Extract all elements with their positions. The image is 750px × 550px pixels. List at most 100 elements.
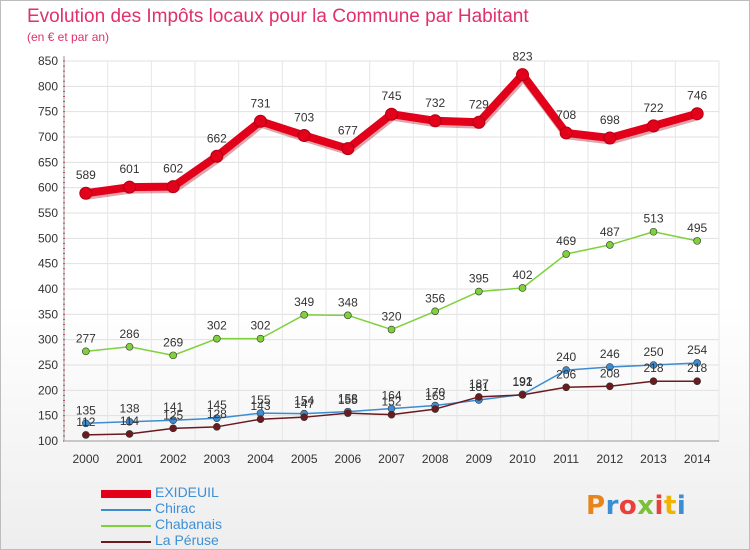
data-label-exideuil: 662 [207,131,227,145]
logo-letter: t [663,491,677,521]
data-point-la-peruse [125,430,134,438]
data-point-chirac [649,361,658,369]
y-tick-label: 100 [38,434,58,448]
data-label-chirac: 170 [425,386,445,400]
data-label-chabanais: 277 [76,331,96,345]
x-tick-label: 2007 [378,452,405,466]
data-point-chabanais [649,227,658,236]
data-point-chabanais [606,241,614,249]
data-point-la-peruse [562,383,570,392]
data-point-exideuil [341,142,355,156]
chart-title: Evolution des Impôts locaux pour la Comm… [27,6,529,27]
x-tick-label: 2004 [247,452,274,466]
data-point-exideuil [123,180,136,194]
legend-label-la-peruse: La Péruse [155,532,219,548]
data-label-la-peruse: 147 [294,397,314,411]
data-label-chirac: 141 [163,400,183,414]
data-label-exideuil: 745 [381,89,401,103]
legend-swatch-exideuil [101,490,151,498]
y-tick-label: 450 [38,257,58,271]
x-tick-label: 2010 [509,452,536,466]
x-tick-label: 2012 [596,452,623,466]
legend-item-exideuil: EXIDEUIL [101,484,281,501]
data-label-chabanais: 348 [338,295,358,309]
x-tick-label: 2014 [684,452,711,466]
data-point-la-peruse [256,415,265,424]
legend-item-chabanais: Chabanais [101,516,281,533]
data-point-la-peruse [82,431,90,439]
y-tick-label: 750 [38,105,58,119]
data-point-exideuil [79,186,93,200]
data-point-chabanais [300,311,308,319]
data-label-chirac: 135 [76,403,96,417]
data-point-chabanais [125,342,134,351]
data-point-exideuil [428,114,442,128]
x-tick-label: 2002 [160,452,187,466]
x-tick-label: 2001 [116,452,143,466]
y-tick-label: 800 [38,79,58,93]
data-label-la-peruse: 125 [163,408,183,422]
y-tick-label: 350 [38,307,58,321]
data-point-la-peruse [431,405,439,413]
data-label-chirac: 164 [381,389,401,403]
data-point-exideuil [690,107,704,121]
y-tick-label: 650 [38,155,58,169]
y-tick-label: 850 [38,54,58,68]
data-point-exideuil [297,128,311,142]
legend-label-chabanais: Chabanais [155,516,222,532]
data-point-exideuil [254,114,267,128]
legend-item-la-peruse: La Péruse [101,532,281,549]
x-tick-label: 2006 [334,452,361,466]
data-label-chabanais: 495 [687,221,707,235]
proxiti-logo: Proxiti [586,491,686,521]
data-label-la-peruse: 208 [600,366,620,380]
data-label-chabanais: 395 [469,272,489,286]
data-point-chirac [169,416,177,425]
x-tick-label: 2003 [203,452,230,466]
data-point-chirac [693,359,701,367]
data-label-chirac: 254 [687,343,707,357]
data-label-la-peruse: 191 [512,375,532,389]
data-label-chabanais: 402 [512,268,532,282]
legend-swatch-chabanais [101,525,151,527]
data-point-exideuil [166,180,180,194]
chart-subtitle: (en € et par an) [27,30,110,44]
data-label-exideuil: 708 [556,108,576,122]
data-label-chirac: 240 [556,350,576,364]
data-label-exideuil: 722 [643,101,663,115]
data-point-la-peruse [475,393,483,401]
data-label-exideuil: 746 [687,89,707,103]
data-label-la-peruse: 143 [250,399,270,413]
x-tick-label: 2005 [291,452,318,466]
data-point-chabanais [518,284,527,292]
data-point-chabanais [431,307,439,316]
data-label-la-peruse: 218 [643,361,663,375]
legend: EXIDEUIL Chirac Chabanais La Péruse [101,484,281,549]
data-point-chirac [125,417,134,426]
y-tick-label: 150 [38,409,58,423]
data-label-la-peruse: 128 [207,407,227,421]
data-label-la-peruse: 218 [687,361,707,375]
data-label-exideuil: 677 [338,124,358,138]
data-point-chirac [213,414,221,423]
data-label-chabanais: 302 [250,319,270,333]
data-point-exideuil [472,115,486,129]
x-tick-label: 2000 [72,452,99,466]
data-label-la-peruse: 187 [469,377,489,391]
data-point-chabanais [475,287,483,296]
data-label-chabanais: 302 [207,319,227,333]
data-label-la-peruse: 206 [556,367,576,381]
data-point-chabanais [344,311,352,320]
logo-letter: i [654,491,664,521]
data-label-chirac: 158 [338,392,358,406]
data-point-la-peruse [387,410,396,419]
y-tick-label: 400 [38,282,58,296]
data-point-la-peruse [169,424,177,433]
data-label-exideuil: 698 [600,113,620,127]
data-point-la-peruse [300,413,308,421]
data-label-chirac: 250 [643,345,663,359]
data-label-la-peruse: 112 [76,415,95,429]
logo-letter: P [586,491,606,521]
y-tick-label: 600 [38,181,58,195]
